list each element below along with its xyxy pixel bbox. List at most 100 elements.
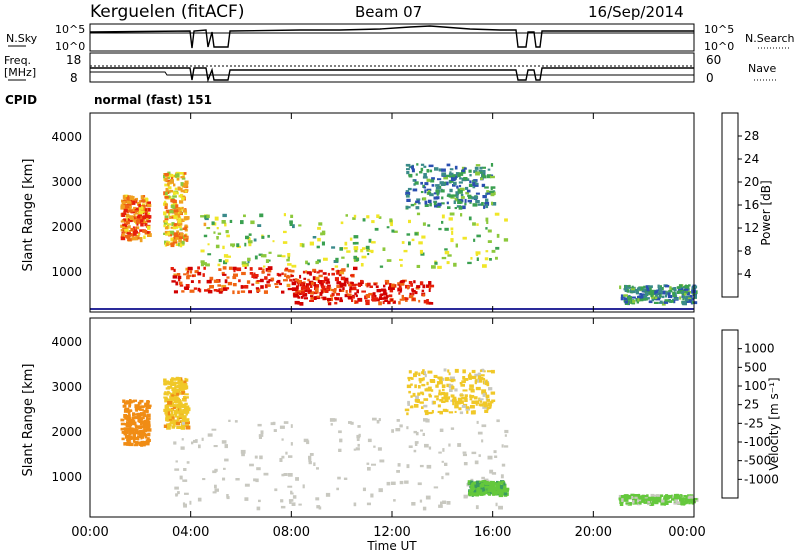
- heatmap-cell: [257, 224, 262, 227]
- heatmap-cell: [125, 417, 129, 420]
- heatmap-cell: [165, 187, 169, 192]
- heatmap-cell: [176, 399, 181, 403]
- heatmap-cell: [468, 169, 472, 173]
- heatmap-cell: [126, 209, 129, 214]
- velocity-ytick: 2000: [51, 425, 82, 439]
- heatmap-cell: [479, 489, 483, 494]
- heatmap-cell: [289, 279, 293, 282]
- heatmap-cell: [279, 458, 283, 462]
- heatmap-cell: [144, 403, 148, 407]
- heatmap-cell: [496, 487, 500, 491]
- heatmap-cell: [467, 374, 472, 378]
- heatmap-cell: [429, 284, 435, 288]
- heatmap-cell: [180, 172, 184, 175]
- heatmap-cell: [315, 260, 319, 265]
- heatmap-cell: [340, 276, 346, 281]
- heatmap-cell: [291, 281, 297, 286]
- heatmap-cell: [165, 410, 169, 414]
- heatmap-cell: [484, 186, 489, 189]
- heatmap-cell: [372, 417, 377, 421]
- heatmap-cell: [446, 201, 449, 205]
- heatmap-cell: [411, 168, 415, 173]
- heatmap-cell: [659, 294, 662, 298]
- heatmap-cell: [182, 502, 186, 506]
- heatmap-cell: [452, 184, 456, 187]
- heatmap-cell: [414, 441, 419, 444]
- heatmap-cell: [657, 497, 662, 501]
- heatmap-cell: [177, 219, 182, 224]
- heatmap-cell: [457, 397, 462, 402]
- heatmap-cell: [412, 297, 415, 301]
- heatmap-cell: [182, 479, 188, 482]
- heatmap-cell: [429, 285, 432, 290]
- heatmap-cell: [491, 489, 496, 494]
- heatmap-cell: [461, 169, 465, 172]
- heatmap-cell: [171, 394, 174, 397]
- heatmap-cell: [170, 267, 174, 271]
- heatmap-cell: [406, 171, 410, 175]
- heatmap-cell: [449, 388, 453, 392]
- heatmap-cell: [247, 237, 251, 241]
- heatmap-cell: [454, 410, 457, 413]
- heatmap-cell: [620, 296, 624, 301]
- heatmap-cell: [444, 227, 449, 231]
- heatmap-cell: [626, 285, 630, 288]
- heatmap-cell: [145, 439, 149, 444]
- velocity-yticks: 4000 3000 2000 1000: [51, 335, 82, 484]
- heatmap-cell: [479, 403, 484, 407]
- heatmap-cell: [258, 435, 262, 439]
- heatmap-cell: [423, 398, 429, 401]
- nsky-panel: N.Sky 10^5 10^0 10^5 10^0 N.Search: [6, 23, 795, 53]
- heatmap-cell: [487, 406, 491, 410]
- heatmap-cell: [433, 201, 437, 206]
- heatmap-cell: [345, 214, 348, 217]
- power-tick-label: 24: [744, 152, 759, 166]
- velocity-tick-label: -25: [744, 416, 764, 430]
- heatmap-cell: [491, 202, 497, 206]
- heatmap-cell: [478, 397, 481, 402]
- heatmap-cell: [215, 244, 220, 249]
- freq-panel: Freq. [MHz] 18 8 60 0 Nave: [4, 52, 776, 85]
- heatmap-cell: [650, 502, 655, 506]
- heatmap-cell: [438, 227, 442, 231]
- heatmap-cell: [202, 273, 205, 277]
- heatmap-cell: [469, 174, 472, 177]
- heatmap-cell: [263, 265, 266, 268]
- heatmap-cell: [664, 502, 669, 505]
- heatmap-cell: [129, 196, 135, 200]
- heatmap-cell: [422, 197, 427, 201]
- heatmap-cell: [486, 191, 491, 195]
- heatmap-cell: [350, 274, 355, 277]
- heatmap-cell: [633, 494, 639, 497]
- heatmap-cell: [423, 299, 428, 304]
- heatmap-cell: [485, 250, 489, 253]
- heatmap-cell: [478, 379, 483, 383]
- heatmap-cell: [491, 201, 494, 206]
- heatmap-cell: [302, 270, 306, 274]
- heatmap-cell: [315, 288, 318, 293]
- heatmap-cell: [399, 424, 403, 428]
- heatmap-cell: [497, 485, 500, 489]
- heatmap-cell: [339, 299, 343, 303]
- heatmap-cell: [367, 253, 370, 256]
- heatmap-cell: [169, 420, 174, 425]
- heatmap-cell: [648, 300, 653, 304]
- heatmap-cell: [224, 259, 229, 263]
- heatmap-cell: [419, 401, 424, 404]
- heatmap-cell: [476, 234, 481, 238]
- heatmap-cell: [281, 255, 286, 258]
- heatmap-cell: [408, 165, 414, 169]
- heatmap-cell: [286, 274, 290, 278]
- heatmap-cell: [172, 199, 177, 204]
- heatmap-cell: [451, 385, 454, 390]
- heatmap-cell: [357, 425, 361, 428]
- heatmap-cell: [396, 470, 400, 473]
- heatmap-cell: [675, 501, 681, 505]
- heatmap-cell: [665, 494, 669, 498]
- heatmap-cell: [362, 487, 366, 492]
- ylabel-velocity: Slant Range [km]: [21, 364, 36, 477]
- heatmap-cell: [378, 418, 381, 422]
- heatmap-cell: [685, 495, 688, 499]
- heatmap-cell: [411, 238, 415, 242]
- heatmap-cell: [310, 291, 314, 295]
